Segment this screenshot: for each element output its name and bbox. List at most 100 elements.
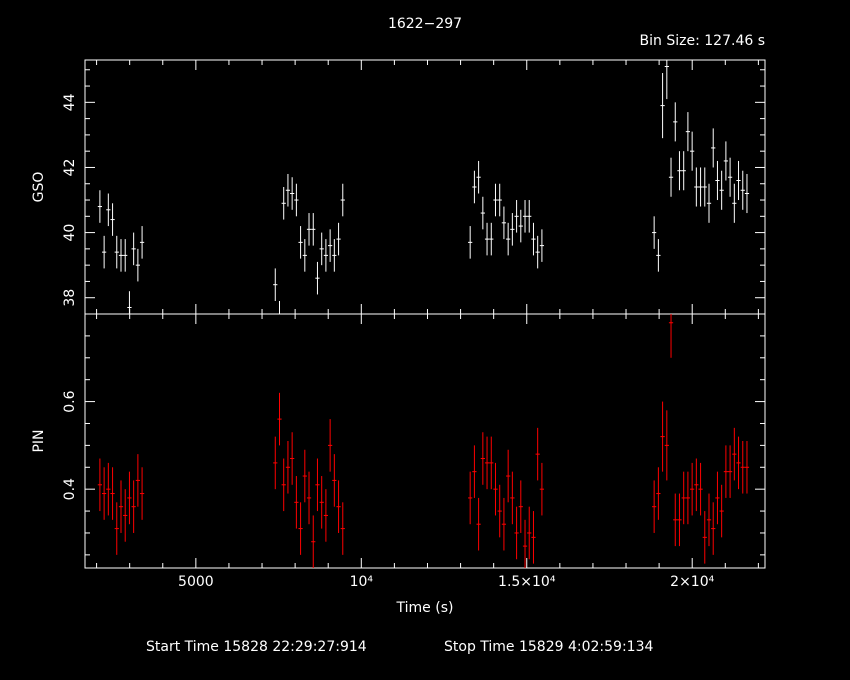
gso-data-point xyxy=(514,200,519,233)
x-tick-label: 10⁴ xyxy=(350,574,374,590)
pin-data-point xyxy=(323,489,329,542)
pin-data-point xyxy=(698,462,703,516)
gso-y-tick-label: 38 xyxy=(62,289,78,307)
pin-data-point xyxy=(740,441,745,494)
pin-data-point xyxy=(290,432,295,485)
gso-data-point xyxy=(723,141,729,181)
pin-data-point xyxy=(97,458,103,512)
pin-data-point xyxy=(715,471,720,525)
gso-data-point xyxy=(285,173,291,207)
gso-data-point xyxy=(340,183,345,217)
pin-data-point xyxy=(677,493,682,547)
pin-data-point xyxy=(123,489,128,542)
gso-data-point xyxy=(527,200,532,233)
gso-data-point xyxy=(656,239,661,272)
gso-y-tick-label: 44 xyxy=(62,93,78,111)
gso-series xyxy=(97,60,750,314)
pin-data-point xyxy=(539,462,545,516)
pin-data-point xyxy=(118,480,124,533)
pin-data-point xyxy=(501,497,507,551)
gso-data-point xyxy=(306,213,312,246)
pin-data-point xyxy=(131,480,136,533)
gso-data-point xyxy=(668,157,674,197)
pin-data-point xyxy=(332,454,337,507)
pin-panel: 0.4 0.6 PIN xyxy=(31,313,766,569)
gso-y-tick-label: 40 xyxy=(62,224,78,242)
x-tick-label: 5000 xyxy=(178,574,214,590)
gso-data-point xyxy=(484,222,490,256)
gso-panel: 38 40 42 44 GSO xyxy=(31,59,766,315)
pin-data-point xyxy=(114,502,119,555)
gso-data-point xyxy=(664,60,669,100)
gso-data-point xyxy=(702,167,707,207)
gso-data-point xyxy=(110,203,115,236)
pin-data-point xyxy=(285,441,291,494)
pin-data-point xyxy=(497,484,502,538)
pin-data-point xyxy=(281,458,286,512)
bin-size-label: Bin Size: 127.46 s xyxy=(640,33,765,49)
gso-data-point xyxy=(510,213,515,246)
pin-ticks: 0.4 0.6 xyxy=(62,313,765,568)
gso-data-point xyxy=(727,157,733,197)
gso-data-point xyxy=(522,200,528,233)
gso-data-point xyxy=(273,268,278,301)
pin-data-point xyxy=(480,432,485,485)
gso-data-point xyxy=(336,222,341,256)
pin-data-point xyxy=(139,467,145,520)
gso-data-point xyxy=(468,226,473,259)
pin-data-point xyxy=(315,458,320,512)
pin-y-label: PIN xyxy=(31,429,47,452)
gso-data-point xyxy=(315,261,320,295)
pin-data-point xyxy=(336,480,341,533)
gso-data-point xyxy=(493,183,498,217)
gso-data-point xyxy=(660,73,665,139)
pin-data-point xyxy=(273,436,278,490)
gso-data-point xyxy=(677,151,682,191)
gso-data-point xyxy=(328,229,333,262)
gso-data-point xyxy=(681,151,686,191)
pin-data-point xyxy=(110,467,115,520)
pin-data-point xyxy=(106,462,111,516)
gso-data-point xyxy=(535,235,540,269)
gso-data-point xyxy=(719,170,724,210)
pin-data-point xyxy=(510,471,515,525)
gso-data-point xyxy=(114,235,119,269)
pin-data-point xyxy=(302,449,307,503)
pin-y-tick-label: 0.6 xyxy=(62,390,78,412)
gso-data-point xyxy=(694,167,699,207)
gso-data-point xyxy=(332,239,337,272)
gso-data-point xyxy=(698,167,703,207)
pin-data-point xyxy=(527,506,532,560)
pin-data-point xyxy=(681,471,686,525)
gso-data-point xyxy=(290,177,295,210)
x-axis-label: Time (s) xyxy=(396,600,454,616)
pin-data-point xyxy=(306,471,312,525)
gso-data-point xyxy=(131,232,136,266)
gso-y-label: GSO xyxy=(31,172,47,203)
gso-data-point xyxy=(711,128,716,168)
gso-data-point xyxy=(118,239,124,272)
pin-data-point xyxy=(727,445,733,498)
pin-data-point xyxy=(664,410,669,481)
pin-data-point xyxy=(476,497,481,551)
pin-data-point xyxy=(277,392,282,446)
pin-data-point xyxy=(744,441,750,494)
gso-data-point xyxy=(319,232,324,266)
pin-y-tick-label: 0.4 xyxy=(62,478,78,500)
pin-frame xyxy=(84,313,766,569)
pin-data-point xyxy=(694,458,699,512)
pin-data-point xyxy=(668,314,674,358)
gso-data-point xyxy=(740,170,745,210)
pin-data-point xyxy=(652,480,657,533)
gso-ticks: 38 40 42 44 xyxy=(62,60,765,315)
pin-data-point xyxy=(328,419,333,472)
gso-data-point xyxy=(323,239,329,272)
pin-data-point xyxy=(656,467,661,520)
gso-data-point xyxy=(652,216,657,249)
pin-data-point xyxy=(506,449,511,503)
gso-data-point xyxy=(102,235,107,269)
gso-data-point xyxy=(518,209,523,243)
pin-data-point xyxy=(706,493,712,547)
pin-data-point xyxy=(319,476,324,529)
gso-data-point xyxy=(123,239,128,272)
